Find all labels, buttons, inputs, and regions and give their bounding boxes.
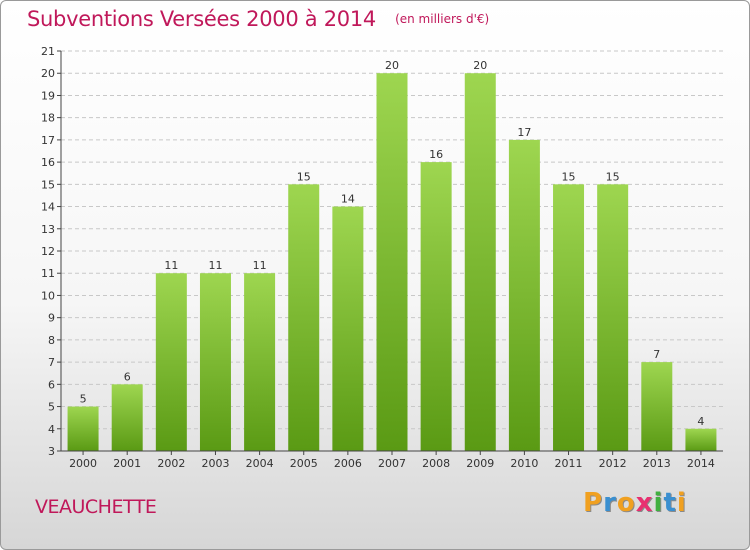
x-tick-label: 2009: [466, 457, 494, 470]
y-tick-label: 5: [48, 401, 55, 414]
y-tick-label: 6: [48, 378, 55, 391]
logo-letter: x: [635, 488, 654, 518]
y-tick-label: 8: [48, 334, 55, 347]
y-tick-label: 20: [41, 67, 55, 80]
bar: [685, 428, 717, 451]
y-tick-label: 7: [48, 356, 55, 369]
x-tick-label: 2011: [555, 457, 583, 470]
labels: 3 4 5 6 7 8 9 10 11 12 13 14 15 16 17 18 19 20 21 2000 5 2001…: [41, 45, 715, 470]
bar: [641, 362, 673, 451]
logo-letter: o: [616, 488, 636, 518]
y-tick-label: 15: [41, 178, 55, 191]
x-tick-label: 2012: [599, 457, 627, 470]
x-tick-label: 2010: [510, 457, 538, 470]
bar: [553, 184, 585, 452]
y-tick-label: 21: [41, 45, 55, 58]
chart-title: Subventions Versées 2000 à 2014: [27, 7, 376, 31]
proxiti-logo: Proxiti: [583, 488, 687, 518]
data-label: 20: [385, 59, 399, 72]
bar: [332, 206, 364, 451]
logo-letter: i: [676, 488, 687, 518]
logo-letter: t: [663, 488, 677, 518]
bar: [420, 162, 452, 451]
bar: [111, 384, 143, 451]
data-label: 16: [429, 148, 443, 161]
bar: [508, 139, 540, 451]
y-tick-label: 10: [41, 289, 55, 302]
logo-letter: r: [603, 488, 617, 518]
logo-letter: P: [583, 488, 604, 518]
y-tick-label: 14: [41, 201, 55, 214]
bar: [464, 73, 496, 451]
bar: [597, 184, 629, 452]
bar: [288, 184, 320, 452]
y-tick-label: 9: [48, 312, 55, 325]
logo-letter: i: [653, 488, 664, 518]
data-label: 5: [80, 393, 87, 406]
y-tick-label: 4: [48, 423, 55, 436]
data-label: 15: [606, 170, 620, 183]
x-tick-label: 2002: [157, 457, 185, 470]
bar: [67, 406, 99, 451]
data-label: 4: [697, 415, 704, 428]
bar: [155, 273, 187, 451]
y-tick-label: 19: [41, 89, 55, 102]
bar: [376, 73, 408, 451]
y-tick-label: 17: [41, 134, 55, 147]
x-tick-label: 2014: [687, 457, 715, 470]
chart-unit: (en milliers d'€): [395, 12, 490, 26]
y-tick-label: 3: [48, 445, 55, 458]
y-tick-label: 16: [41, 156, 55, 169]
x-tick-label: 2001: [113, 457, 141, 470]
data-label: 15: [297, 170, 311, 183]
x-tick-label: 2000: [69, 457, 97, 470]
x-tick-label: 2008: [422, 457, 450, 470]
bars: [67, 73, 717, 452]
y-tick-label: 12: [41, 245, 55, 258]
y-tick-label: 11: [41, 267, 55, 280]
data-label: 11: [164, 259, 178, 272]
y-tick-label: 18: [41, 112, 55, 125]
data-label: 7: [653, 348, 660, 361]
axes: [57, 50, 723, 455]
data-label: 15: [562, 170, 576, 183]
x-tick-label: 2013: [643, 457, 671, 470]
title-row: Subventions Versées 2000 à 2014 (en mill…: [27, 7, 489, 31]
bar: [244, 273, 276, 451]
data-label: 11: [253, 259, 267, 272]
commune-name: VEAUCHETTE: [35, 496, 157, 518]
y-tick-label: 13: [41, 223, 55, 236]
x-tick-label: 2007: [378, 457, 406, 470]
x-tick-label: 2005: [290, 457, 318, 470]
x-tick-label: 2003: [201, 457, 229, 470]
x-tick-label: 2004: [246, 457, 274, 470]
data-label: 20: [473, 59, 487, 72]
data-label: 17: [517, 126, 531, 139]
data-label: 11: [208, 259, 222, 272]
x-tick-label: 2006: [334, 457, 362, 470]
data-label: 6: [124, 370, 131, 383]
data-label: 14: [341, 193, 355, 206]
bar: [199, 273, 231, 451]
